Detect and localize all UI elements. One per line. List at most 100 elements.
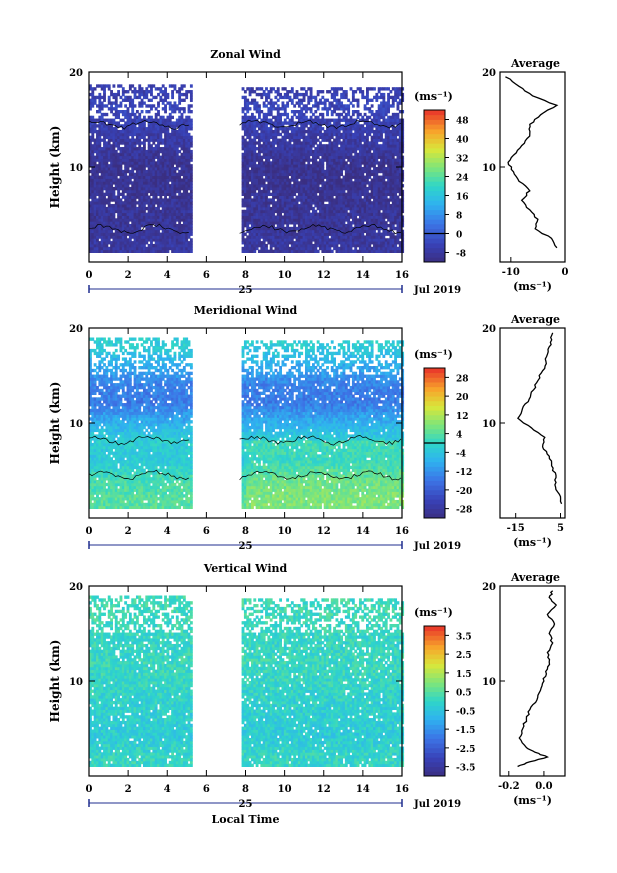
- heatmap-cell: [93, 87, 97, 91]
- heatmap-cell: [107, 149, 111, 154]
- heatmap-cell: [321, 115, 325, 120]
- heatmap-cell: [128, 175, 132, 179]
- heatmap-cell: [121, 232, 125, 236]
- heatmap-cell: [140, 192, 144, 196]
- heatmap-cell: [128, 104, 132, 108]
- heatmap-cell: [107, 118, 111, 122]
- heatmap-cell: [142, 201, 146, 205]
- heatmap-cell: [154, 129, 158, 134]
- heatmap-cell: [100, 232, 104, 236]
- heatmap-cell: [119, 215, 123, 219]
- heatmap-cell: [316, 155, 320, 159]
- heatmap-cell: [150, 90, 153, 94]
- heatmap-cell: [140, 141, 144, 145]
- heatmap-cell: [135, 172, 139, 177]
- heatmap-cell: [140, 201, 144, 205]
- heatmap-cell: [142, 121, 146, 125]
- heatmap-cell: [150, 121, 153, 125]
- heatmap-cell: [103, 161, 106, 165]
- heatmap-cell: [168, 224, 172, 228]
- heatmap-cell: [173, 152, 177, 157]
- heatmap-cell: [138, 229, 142, 234]
- heatmap-cell: [140, 127, 144, 131]
- heatmap-cell: [168, 184, 172, 188]
- heatmap-cell: [140, 215, 144, 219]
- heatmap-cell: [189, 110, 193, 114]
- heatmap-cell: [255, 101, 259, 105]
- heatmap-cell: [173, 124, 177, 128]
- heatmap-cell: [107, 169, 111, 174]
- heatmap-cell: [304, 124, 308, 128]
- heatmap-cell: [171, 186, 175, 191]
- heatmap-cell: [133, 198, 137, 202]
- heatmap-cell: [140, 152, 144, 157]
- heatmap-cell: [286, 175, 290, 179]
- heatmap-cell: [105, 181, 109, 185]
- heatmap-cell: [140, 229, 144, 234]
- heatmap-cell: [91, 201, 95, 205]
- heatmap-cell: [175, 229, 179, 234]
- heatmap-cells: [89, 84, 405, 253]
- heatmap-cell: [150, 169, 153, 174]
- heatmap-cell: [128, 152, 132, 157]
- heatmap-cell: [302, 98, 306, 102]
- heatmap-cell: [107, 206, 111, 211]
- heatmap-cell: [189, 144, 193, 148]
- heatmap-cell: [100, 158, 104, 162]
- heatmap-cell: [171, 198, 175, 202]
- heatmap-cell: [121, 161, 125, 165]
- heatmap-cell: [166, 178, 170, 182]
- heatmap-cell: [89, 138, 92, 142]
- heatmap-cell: [142, 129, 146, 134]
- heatmap-cell: [114, 135, 118, 139]
- heatmap-cell: [274, 101, 278, 105]
- heatmap-cell: [96, 221, 99, 225]
- heatmap-cell: [107, 238, 111, 242]
- heatmap-cell: [147, 201, 151, 205]
- heatmap-cell: [89, 238, 92, 242]
- heatmap-cell: [145, 238, 149, 242]
- heatmap-cell: [103, 229, 106, 234]
- heatmap-cell: [114, 246, 118, 251]
- heatmap-cell: [154, 121, 158, 125]
- heatmap-cell: [96, 118, 99, 122]
- heatmap-cell: [142, 135, 146, 139]
- heatmap-cell: [96, 175, 99, 179]
- heatmap-cell: [145, 90, 149, 94]
- heatmap-cell: [175, 161, 179, 165]
- heatmap-cell: [140, 98, 144, 102]
- heatmap-cell: [100, 147, 104, 151]
- heatmap-cell: [152, 169, 156, 174]
- heatmap-cell: [164, 198, 167, 202]
- heatmap-cell: [126, 149, 130, 154]
- heatmap-cell: [98, 243, 102, 248]
- heatmap-cell: [309, 92, 313, 97]
- heatmap-cell: [152, 152, 156, 157]
- heatmap-cell: [147, 246, 151, 251]
- heatmap-cell: [161, 84, 165, 88]
- heatmap-cell: [145, 232, 149, 236]
- heatmap-cell: [300, 110, 304, 114]
- heatmap-cell: [89, 121, 92, 125]
- heatmap-cell: [119, 135, 123, 139]
- heatmap-cell: [368, 149, 372, 154]
- heatmap-cell: [112, 249, 116, 253]
- heatmap-cell: [119, 169, 123, 174]
- heatmap-cell: [159, 249, 163, 253]
- heatmap-cell: [89, 115, 92, 120]
- heatmap-cell: [128, 112, 132, 117]
- heatmap-cell: [131, 132, 135, 137]
- heatmap-cell: [121, 212, 125, 216]
- heatmap-cell: [173, 195, 177, 199]
- heatmap-cell: [124, 249, 128, 253]
- heatmap-cell: [166, 204, 170, 208]
- heatmap-cell: [337, 129, 341, 134]
- heatmap-cell: [89, 209, 92, 214]
- heatmap-cell: [171, 181, 175, 185]
- heatmap-cell: [112, 198, 116, 202]
- heatmap-cell: [147, 124, 151, 128]
- heatmap-cell: [152, 195, 156, 199]
- heatmap-cell: [358, 195, 362, 199]
- heatmap-cell: [131, 90, 135, 94]
- heatmap-cell: [154, 189, 158, 194]
